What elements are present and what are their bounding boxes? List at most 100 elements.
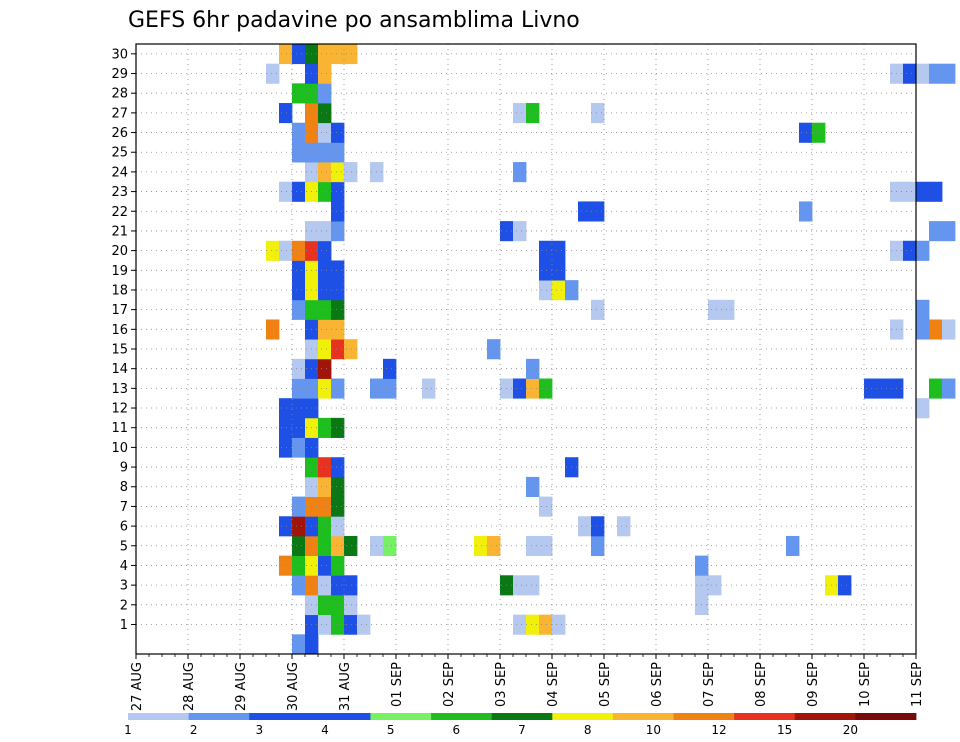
y-tick-label: 11: [111, 421, 128, 436]
precip-cell: [591, 535, 605, 557]
y-tick-label: 19: [111, 264, 128, 279]
precip-cell: [383, 535, 397, 557]
colorbar-label: 4: [321, 723, 329, 737]
precip-cell: [318, 280, 332, 301]
precip-cell: [526, 614, 540, 635]
precip-cell: [786, 535, 800, 557]
precip-cell: [318, 221, 332, 242]
precip-cell: [318, 181, 332, 202]
precip-cell: [903, 63, 917, 84]
colorbar-label: 1: [124, 723, 132, 737]
precip-cell: [318, 260, 332, 281]
precip-cell: [318, 555, 332, 576]
precip-cell: [344, 594, 358, 616]
precip-cell: [929, 221, 943, 242]
precip-cell: [513, 162, 527, 183]
colorbar-segment: [855, 713, 917, 720]
precip-cell: [292, 142, 306, 163]
grid-layer: [136, 44, 916, 654]
precip-cell: [266, 319, 280, 340]
colorbar-label: 10: [646, 723, 661, 737]
precip-cell: [279, 181, 293, 202]
x-tick-label: 03 SEP: [494, 662, 509, 707]
precip-cell: [279, 240, 293, 261]
precip-cell: [526, 535, 540, 557]
precip-cell: [721, 299, 735, 320]
precip-cell: [318, 575, 332, 596]
y-tick-label: 29: [111, 67, 128, 82]
precip-cell: [552, 240, 566, 261]
precip-cell: [292, 417, 306, 438]
y-tick-label: 27: [111, 106, 128, 121]
x-tick-label: 28 AUG: [182, 662, 197, 711]
colorbar-label: 7: [518, 723, 526, 737]
y-tick-label: 5: [120, 539, 128, 554]
precip-cell: [916, 240, 930, 261]
y-tick-label: 20: [111, 244, 128, 259]
precip-cell: [331, 280, 345, 301]
y-tick-label: 16: [111, 323, 128, 338]
precip-cell: [279, 398, 293, 419]
colorbar-segment: [188, 713, 250, 720]
precip-cell: [292, 181, 306, 202]
precip-cell: [318, 476, 332, 497]
y-tick-label: 1: [120, 618, 128, 633]
y-tick-label: 14: [111, 362, 128, 377]
precip-cell: [331, 575, 345, 596]
precip-cell: [916, 181, 930, 202]
precip-cell: [331, 614, 345, 635]
precip-cell: [838, 575, 852, 596]
precip-cell: [331, 319, 345, 340]
precip-cell: [929, 63, 943, 84]
precip-cell: [591, 299, 605, 320]
y-tick-label: 22: [111, 205, 128, 220]
precip-cell: [318, 103, 332, 124]
precip-cell: [266, 240, 280, 261]
precip-cell: [526, 358, 540, 379]
precip-cell: [292, 280, 306, 301]
precip-cell: [318, 496, 332, 517]
y-tick-label: 18: [111, 283, 128, 298]
colorbar-segment: [491, 713, 553, 720]
precip-cell: [318, 358, 332, 379]
y-tick-label: 8: [120, 480, 128, 495]
precip-cell: [318, 378, 332, 399]
y-tick-label: 23: [111, 185, 128, 200]
precip-cell: [916, 319, 930, 340]
precip-cell: [292, 240, 306, 261]
precip-cell: [578, 201, 592, 222]
precip-cell: [812, 122, 826, 143]
y-tick-label: 15: [111, 343, 128, 358]
colorbar-label: 15: [777, 723, 792, 737]
colorbar-segment: [612, 713, 674, 720]
precip-cell: [292, 122, 306, 143]
precip-cell: [331, 44, 345, 65]
precip-cell: [318, 83, 332, 104]
precip-cell: [383, 358, 397, 379]
y-tick-label: 2: [120, 598, 128, 613]
precip-cell: [903, 240, 917, 261]
precip-cell: [318, 417, 332, 438]
precip-cell: [864, 378, 878, 399]
colorbar-segment: [794, 713, 856, 720]
precip-cell: [513, 378, 527, 399]
precip-cell: [318, 162, 332, 183]
precip-cell: [591, 516, 605, 537]
precip-cell: [383, 378, 397, 399]
colorbar-label: 6: [453, 723, 461, 737]
colorbar: 1 2 3 4 5 6 7 8 10 12 15 20: [124, 713, 917, 737]
colorbar-segment: [431, 713, 493, 720]
y-axis: 1234567891011121314151617181920212223242…: [111, 47, 136, 633]
precip-cell: [331, 181, 345, 202]
precip-cell: [292, 634, 306, 655]
precip-cell: [318, 122, 332, 143]
precip-cell: [331, 457, 345, 478]
precip-cell: [292, 398, 306, 419]
precip-cell: [279, 437, 293, 458]
precip-cell: [292, 555, 306, 576]
precip-cell: [279, 103, 293, 124]
precip-cell: [331, 122, 345, 143]
precip-cell: [591, 103, 605, 124]
x-tick-label: 29 AUG: [234, 662, 249, 711]
y-tick-label: 12: [111, 402, 128, 417]
